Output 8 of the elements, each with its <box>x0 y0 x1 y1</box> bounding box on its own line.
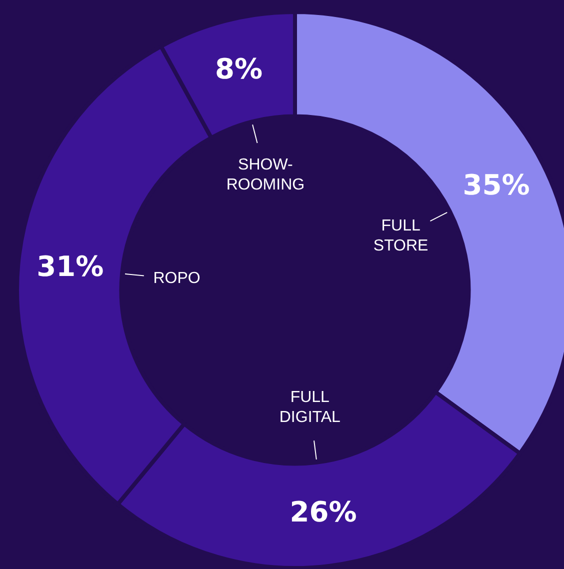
slice-label: SHOW-ROOMING <box>226 156 305 194</box>
slice-label: FULL DIGITAL <box>279 389 341 426</box>
slice-label: ROPO <box>153 270 200 288</box>
data-label: 8% <box>215 52 263 86</box>
slice-label: FULL STORE <box>373 217 428 254</box>
data-label: 26% <box>290 495 357 528</box>
data-label: 35% <box>462 168 530 202</box>
data-label: 31% <box>36 250 104 284</box>
